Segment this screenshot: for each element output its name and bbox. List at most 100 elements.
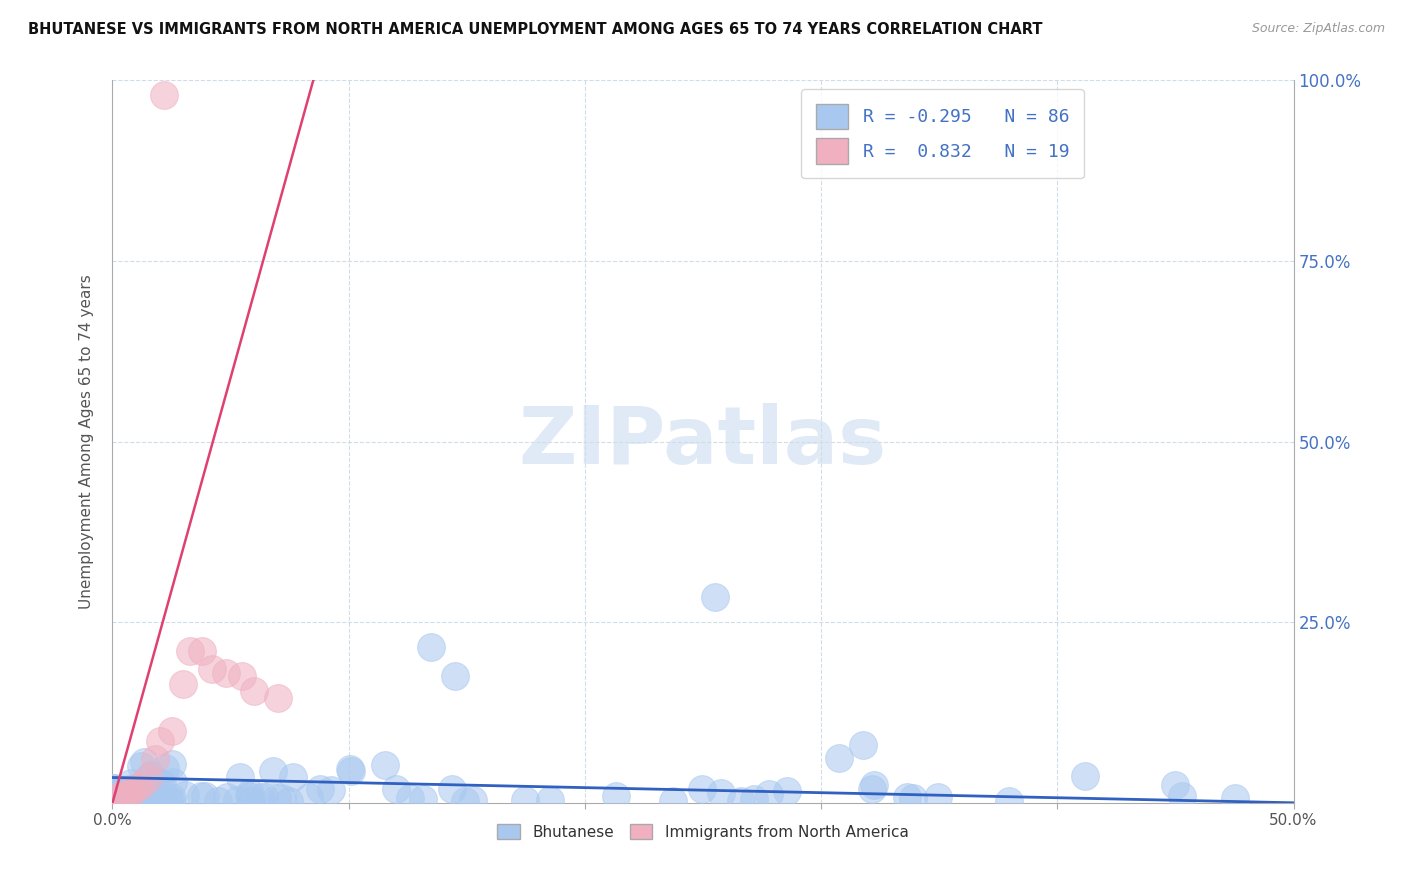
Point — [101, 783, 124, 797]
Point — [162, 774, 184, 789]
Point — [191, 644, 214, 658]
Point — [283, 771, 305, 785]
Point — [776, 784, 799, 798]
Point — [262, 764, 284, 779]
Point — [157, 794, 180, 808]
Point — [160, 756, 183, 771]
Point — [104, 783, 127, 797]
Point — [117, 782, 139, 797]
Point — [692, 781, 714, 796]
Point — [104, 790, 127, 805]
Point — [420, 640, 443, 655]
Point — [278, 794, 301, 808]
Point — [828, 751, 851, 765]
Point — [412, 792, 434, 806]
Text: ZIPatlas: ZIPatlas — [519, 402, 887, 481]
Point — [266, 790, 288, 805]
Point — [115, 787, 138, 801]
Point — [215, 665, 238, 680]
Point — [149, 793, 172, 807]
Point — [112, 783, 135, 797]
Legend: Bhutanese, Immigrants from North America: Bhutanese, Immigrants from North America — [491, 818, 915, 846]
Point — [339, 762, 361, 776]
Point — [136, 771, 159, 785]
Point — [215, 789, 238, 804]
Point — [662, 794, 685, 808]
Point — [253, 790, 276, 805]
Point — [398, 790, 420, 805]
Point — [134, 793, 156, 807]
Point — [538, 793, 561, 807]
Point — [120, 785, 142, 799]
Point — [125, 794, 148, 808]
Point — [226, 793, 249, 807]
Point — [136, 785, 159, 799]
Point — [153, 87, 176, 102]
Point — [160, 794, 183, 808]
Point — [160, 791, 183, 805]
Point — [149, 734, 172, 748]
Point — [730, 794, 752, 808]
Point — [901, 790, 924, 805]
Point — [120, 775, 142, 789]
Point — [927, 790, 949, 805]
Point — [270, 790, 292, 805]
Point — [103, 784, 125, 798]
Point — [238, 789, 260, 804]
Point — [385, 782, 408, 797]
Point — [710, 786, 733, 800]
Point — [463, 793, 485, 807]
Point — [103, 781, 125, 796]
Point — [896, 790, 918, 805]
Point — [231, 669, 253, 683]
Point — [125, 781, 148, 796]
Point — [149, 776, 172, 790]
Point — [179, 644, 201, 658]
Point — [139, 767, 162, 781]
Point — [173, 788, 195, 802]
Point — [441, 782, 464, 797]
Point — [129, 778, 152, 792]
Point — [131, 759, 153, 773]
Point — [605, 789, 627, 803]
Point — [201, 662, 224, 676]
Point — [136, 791, 159, 805]
Point — [105, 790, 128, 805]
Point — [153, 794, 176, 808]
Point — [153, 761, 176, 775]
Point — [852, 738, 875, 752]
Point — [115, 783, 138, 797]
Point — [863, 778, 886, 792]
Point — [454, 794, 477, 808]
Point — [112, 784, 135, 798]
Point — [249, 790, 271, 805]
Point — [1073, 769, 1095, 783]
Point — [319, 783, 342, 797]
Point — [143, 752, 166, 766]
Point — [515, 793, 537, 807]
Point — [101, 780, 124, 795]
Point — [239, 794, 262, 808]
Point — [298, 789, 321, 804]
Point — [703, 590, 725, 604]
Point — [172, 676, 194, 690]
Point — [1164, 778, 1187, 792]
Point — [229, 770, 252, 784]
Point — [860, 782, 883, 797]
Point — [132, 755, 155, 769]
Point — [309, 781, 332, 796]
Point — [758, 787, 780, 801]
Text: BHUTANESE VS IMMIGRANTS FROM NORTH AMERICA UNEMPLOYMENT AMONG AGES 65 TO 74 YEAR: BHUTANESE VS IMMIGRANTS FROM NORTH AMERI… — [28, 22, 1043, 37]
Point — [150, 776, 173, 790]
Point — [145, 783, 167, 797]
Point — [194, 789, 217, 803]
Point — [190, 789, 212, 803]
Point — [744, 792, 766, 806]
Point — [239, 787, 262, 801]
Point — [207, 794, 229, 808]
Point — [1170, 789, 1192, 803]
Point — [139, 789, 162, 803]
Point — [998, 794, 1021, 808]
Point — [160, 723, 183, 738]
Point — [374, 757, 396, 772]
